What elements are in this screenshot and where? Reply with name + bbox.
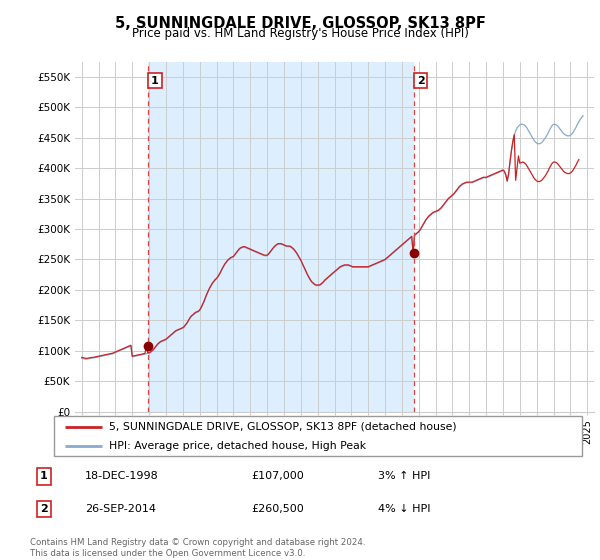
Text: 3% ↑ HPI: 3% ↑ HPI [378, 472, 430, 482]
Text: 2: 2 [40, 505, 47, 515]
Text: 1: 1 [40, 472, 47, 482]
Text: HPI: Average price, detached house, High Peak: HPI: Average price, detached house, High… [109, 441, 367, 450]
Text: 2: 2 [417, 76, 424, 86]
Text: 4% ↓ HPI: 4% ↓ HPI [378, 505, 430, 515]
Text: 18-DEC-1998: 18-DEC-1998 [85, 472, 159, 482]
Bar [148, 62, 414, 412]
Text: Contains HM Land Registry data © Crown copyright and database right 2024.
This d: Contains HM Land Registry data © Crown c… [30, 538, 365, 558]
FancyBboxPatch shape [54, 416, 582, 456]
Text: 5, SUNNINGDALE DRIVE, GLOSSOP, SK13 8PF (detached house): 5, SUNNINGDALE DRIVE, GLOSSOP, SK13 8PF … [109, 422, 457, 432]
Text: 5, SUNNINGDALE DRIVE, GLOSSOP, SK13 8PF: 5, SUNNINGDALE DRIVE, GLOSSOP, SK13 8PF [115, 16, 485, 31]
Text: 26-SEP-2014: 26-SEP-2014 [85, 505, 156, 515]
Text: Price paid vs. HM Land Registry's House Price Index (HPI): Price paid vs. HM Land Registry's House … [131, 27, 469, 40]
Text: £107,000: £107,000 [251, 472, 304, 482]
Text: 1: 1 [151, 76, 159, 86]
Text: £260,500: £260,500 [251, 505, 304, 515]
